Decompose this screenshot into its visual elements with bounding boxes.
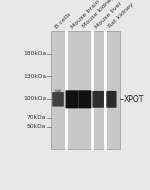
Text: 50kDa: 50kDa — [27, 124, 46, 129]
FancyBboxPatch shape — [52, 92, 64, 107]
Text: Mouse kidney: Mouse kidney — [81, 0, 116, 29]
Text: XPOT: XPOT — [124, 95, 144, 104]
Bar — [51, 31, 120, 149]
FancyBboxPatch shape — [106, 91, 117, 108]
FancyBboxPatch shape — [55, 89, 61, 93]
Text: Mouse brain: Mouse brain — [70, 0, 101, 29]
Text: 70kDa: 70kDa — [27, 116, 46, 120]
Text: 100kDa: 100kDa — [23, 97, 46, 101]
Text: 180kDa: 180kDa — [23, 51, 46, 56]
FancyBboxPatch shape — [78, 90, 91, 108]
FancyBboxPatch shape — [92, 91, 104, 108]
Text: 130kDa: 130kDa — [23, 74, 46, 79]
FancyBboxPatch shape — [66, 90, 78, 108]
Text: Rat kidney: Rat kidney — [108, 2, 135, 29]
Text: B cells: B cells — [54, 11, 72, 29]
Text: Mouse liver: Mouse liver — [95, 0, 124, 29]
